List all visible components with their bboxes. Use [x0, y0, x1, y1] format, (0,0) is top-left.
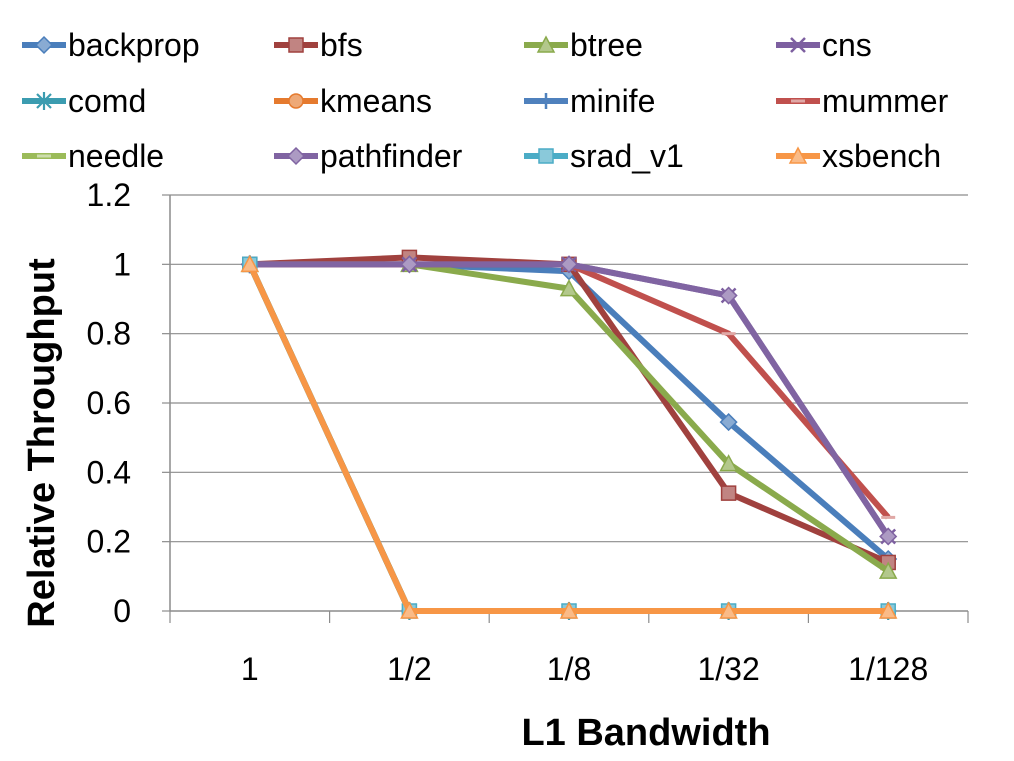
series-needle	[242, 262, 896, 614]
series-line-minife	[247, 263, 889, 614]
legend-item-bfs: bfs	[274, 27, 363, 63]
data-point-pathfinder	[879, 527, 898, 546]
legend-item-pathfinder: pathfinder	[274, 138, 463, 174]
legend-label: kmeans	[320, 83, 432, 119]
series-line-pathfinder	[249, 261, 891, 539]
legend-marker-btree	[536, 35, 556, 53]
series-comd	[242, 255, 896, 620]
series-line-xsbench	[247, 263, 889, 614]
legend-label: mummer	[822, 83, 949, 119]
y-tick-label: 1	[113, 246, 131, 282]
legend-label: backprop	[68, 27, 200, 63]
data-point-btree	[559, 279, 579, 297]
data-point-btree	[878, 561, 898, 579]
legend-item-cns: cns	[776, 27, 872, 63]
data-point-xsbench	[240, 254, 260, 273]
legend-item-needle: needle	[22, 138, 164, 174]
legend-marker-srad_v1	[538, 148, 554, 164]
series-line-cns	[249, 261, 891, 539]
y-tick-label: 0.2	[87, 524, 131, 560]
legend-label: needle	[68, 138, 164, 174]
y-axis-title: Relative Throughput	[21, 258, 63, 628]
y-tick-label: 0.4	[87, 454, 131, 490]
legend-label: bfs	[320, 27, 363, 63]
legend-label: xsbench	[822, 138, 941, 174]
series-kmeans	[242, 256, 896, 619]
legend-marker-cns	[790, 37, 806, 53]
legend-marker-xsbench	[788, 146, 808, 164]
x-tick-label: 1/2	[387, 651, 431, 687]
legend-item-kmeans: kmeans	[274, 83, 432, 119]
series-line-btree	[249, 261, 890, 574]
legend-item-xsbench: xsbench	[776, 138, 941, 174]
legend-item-srad_v1: srad_v1	[524, 138, 684, 174]
legend-item-mummer: mummer	[776, 83, 949, 119]
legend-label: srad_v1	[570, 138, 684, 174]
legend-item-comd: comd	[22, 83, 146, 119]
series-line-comd	[247, 263, 889, 614]
data-point-pathfinder	[559, 255, 579, 274]
x-tick-label: 1/128	[848, 651, 928, 687]
legend-label: pathfinder	[320, 138, 463, 174]
legend-marker-comd	[36, 92, 52, 110]
legend-label: minife	[570, 83, 655, 119]
y-tick-label: 1.2	[87, 177, 131, 213]
data-point-xsbench	[719, 601, 738, 619]
y-tick-label: 0	[113, 593, 131, 629]
data-point-pathfinder	[400, 255, 419, 274]
series-pathfinder	[240, 255, 898, 546]
legend-marker-backprop	[34, 35, 54, 55]
legend-item-minife: minife	[524, 83, 655, 119]
series-line-kmeans	[247, 263, 889, 614]
x-tick-label: 1/8	[547, 651, 591, 687]
data-point-pathfinder	[719, 286, 738, 305]
legend-label: comd	[68, 83, 146, 119]
y-tick-labels: 0 0.2 0.4 0.6 0.8 1 1.2	[87, 177, 131, 629]
legend-marker-minife	[538, 93, 554, 109]
x-axis-title: L1 Bandwidth	[521, 712, 770, 754]
legend-item-backprop: backprop	[22, 27, 200, 63]
legend-label: btree	[570, 27, 643, 63]
series-line-srad_v1	[247, 263, 889, 614]
legend-marker-kmeans	[288, 93, 304, 109]
data-point-xsbench	[878, 601, 898, 619]
x-tick-label: 1	[241, 651, 259, 687]
legend-marker-pathfinder	[286, 146, 306, 166]
legend: backprop bfs btree cns comd kmeans minife mumme…	[22, 27, 949, 174]
legend-item-btree: btree	[524, 27, 643, 63]
series-lines	[240, 249, 898, 620]
legend-marker-bfs	[288, 37, 304, 53]
data-point-btree	[719, 454, 738, 472]
series-minife	[241, 256, 897, 619]
data-point-xsbench	[559, 601, 579, 619]
x-tick-label: 1/32	[697, 651, 759, 687]
data-point-bfs	[720, 485, 737, 501]
data-point-backprop	[719, 413, 738, 432]
y-tick-label: 0.6	[87, 385, 131, 421]
y-tick-label: 0.8	[87, 316, 131, 352]
legend-label: cns	[822, 27, 872, 63]
series-line-needle	[247, 263, 889, 614]
series-xsbench	[240, 254, 898, 619]
data-point-xsbench	[400, 601, 419, 619]
series-srad_v1	[242, 256, 896, 619]
x-tick-labels: 1 1/2 1/8 1/32 1/128	[241, 651, 928, 687]
